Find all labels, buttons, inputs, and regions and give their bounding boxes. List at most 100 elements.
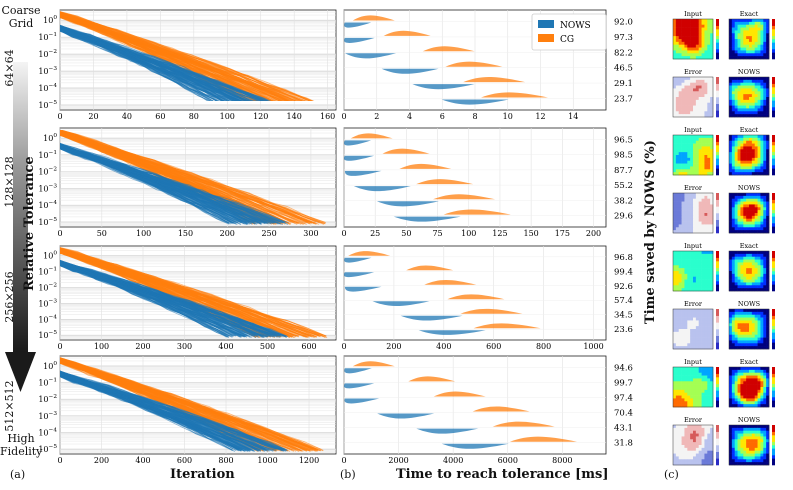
field-cell	[690, 340, 694, 344]
field-cell	[678, 160, 682, 164]
x-tick-label: 6000	[498, 456, 518, 465]
field-cell	[707, 340, 711, 344]
field-cell	[673, 160, 677, 164]
y-tick-label: 10−5	[38, 217, 57, 227]
field-cell	[757, 193, 761, 197]
field-cell	[729, 157, 733, 162]
field-cell	[678, 262, 682, 266]
field-cell	[737, 340, 741, 344]
field-cell	[678, 97, 682, 101]
field-cell	[675, 97, 680, 101]
field-cell	[695, 462, 700, 466]
field-cell	[675, 334, 680, 338]
field-cell	[698, 453, 702, 457]
field-cell	[684, 193, 688, 197]
field-cell	[743, 85, 747, 89]
field-cell	[737, 259, 741, 263]
field-frame	[672, 192, 714, 234]
field-cell	[729, 44, 733, 48]
field-cell	[737, 253, 741, 258]
field-cell	[681, 398, 685, 402]
field-cell	[675, 111, 680, 115]
field-cell	[749, 21, 753, 26]
field-cell	[681, 94, 685, 98]
field-cell	[673, 378, 677, 382]
field-cell	[695, 288, 700, 292]
colorbar-segment	[716, 367, 719, 371]
field-cell	[678, 436, 682, 440]
field-cell	[749, 19, 753, 23]
field-cell	[675, 430, 680, 434]
y-tick-label: 10−5	[38, 100, 57, 110]
colorbar-segment	[772, 287, 775, 292]
legend-swatch-cg	[538, 34, 554, 42]
field-cell	[707, 404, 711, 408]
field-frame	[672, 366, 714, 408]
field-cell	[695, 253, 700, 258]
nows-violin	[344, 257, 372, 263]
field-cell	[675, 346, 680, 350]
field-cell	[681, 152, 685, 156]
field-cell	[678, 50, 682, 54]
field-cell	[737, 198, 741, 202]
field-cell	[681, 213, 685, 217]
field-cell	[743, 381, 747, 385]
field-cell	[695, 91, 700, 95]
field-cell	[729, 256, 733, 260]
colorbar-segment	[772, 213, 775, 217]
field-cell	[740, 462, 744, 466]
field-cell	[678, 99, 682, 104]
field-cell	[760, 102, 764, 106]
field-cell	[678, 172, 682, 176]
field-cell	[760, 94, 764, 98]
field-cell	[707, 137, 711, 142]
field-cell	[731, 172, 736, 176]
field-cell	[681, 146, 685, 150]
field-cell	[729, 30, 733, 34]
field-cell	[673, 398, 677, 402]
time-saved-label: 23.7	[614, 94, 633, 104]
colorbar-segment	[716, 451, 719, 456]
field-cell	[751, 343, 756, 347]
field-cell	[710, 201, 714, 205]
field-cell	[687, 140, 691, 144]
field-cell	[734, 97, 738, 101]
field-cell	[749, 331, 753, 336]
field-cell	[693, 337, 697, 341]
x-tick-label: 500	[260, 342, 275, 351]
field-cell	[704, 439, 708, 443]
field-cell	[684, 19, 688, 23]
field-cell	[754, 102, 758, 106]
field-cell	[673, 114, 677, 118]
field-cell	[734, 198, 738, 202]
field-cell	[701, 459, 705, 463]
field-cell	[729, 343, 733, 347]
field-cell	[754, 135, 758, 139]
field-cell	[731, 450, 736, 454]
field-cell	[757, 392, 761, 396]
field-cell	[687, 163, 691, 167]
field-cell	[740, 82, 744, 86]
colorbar-segment	[772, 261, 775, 265]
field-cell	[675, 288, 680, 292]
field-cell	[763, 21, 767, 26]
field-cell	[693, 430, 697, 434]
colorbar-segment	[772, 435, 775, 439]
field-cell	[675, 436, 680, 440]
field-cell	[760, 273, 764, 278]
field-cell	[766, 24, 770, 28]
field-cell	[695, 346, 700, 350]
cg-violin	[445, 61, 503, 67]
field-cell	[766, 381, 770, 385]
x-tick-label: 50	[97, 229, 107, 238]
nows-violin	[344, 37, 375, 43]
field-cell	[710, 442, 714, 446]
field-cell	[751, 453, 756, 457]
field-cell	[701, 395, 705, 399]
field-cell	[734, 320, 738, 324]
field-cell	[729, 459, 733, 463]
field-cell	[729, 259, 733, 263]
field-cell	[690, 221, 694, 225]
field-cell	[740, 256, 744, 260]
field-cell	[734, 453, 738, 457]
